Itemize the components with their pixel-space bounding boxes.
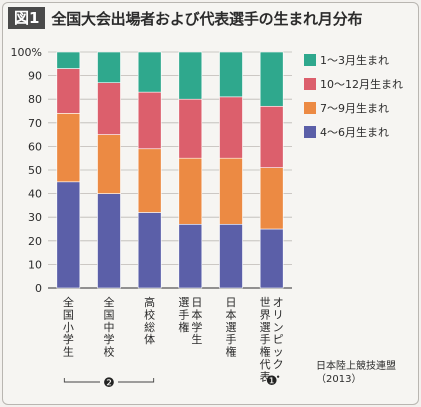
category-label-char: 手 — [178, 307, 189, 321]
bar-segment — [219, 51, 243, 98]
bar-segment — [178, 223, 203, 289]
legend-label: 10〜12月生まれ — [320, 78, 403, 91]
legend-label: 4〜6月生まれ — [320, 126, 389, 139]
category-label-char: 選 — [226, 321, 237, 334]
bar-segment — [56, 181, 81, 289]
bar-segment — [259, 51, 284, 107]
legend-swatch — [304, 126, 316, 138]
figure-header: 図1 全国大会出場者および代表選手の生まれ月分布 — [8, 6, 362, 30]
legend-label: 1〜3月生まれ — [320, 54, 389, 67]
bar-segment — [219, 223, 243, 289]
bar-segment — [56, 51, 81, 69]
group-marker: ❷ — [103, 376, 115, 391]
category-label-char: 体 — [144, 332, 155, 346]
legend-item: 1〜3月生まれ — [304, 48, 403, 72]
category-label-char: 中 — [104, 321, 115, 334]
category-label-char: 日 — [191, 296, 202, 309]
category-label-char: 校 — [144, 307, 155, 321]
category-label-char: 選 — [260, 321, 271, 334]
category-label-char: 校 — [104, 345, 115, 359]
bar-segment — [97, 193, 121, 289]
category-label-char: ピ — [273, 333, 284, 346]
bar-segment — [56, 113, 81, 183]
category-label-char: 小 — [63, 321, 74, 334]
bar-segment — [97, 51, 121, 83]
category-label-char: 表 — [260, 369, 271, 383]
category-label-char: ・ — [273, 370, 284, 383]
category-label-char: 高 — [144, 295, 155, 309]
y-tick-label: 10 — [28, 258, 42, 271]
category-label-char: 世 — [260, 296, 271, 309]
bracket-gap — [100, 375, 118, 389]
bar-segment — [259, 228, 284, 289]
bar-segment — [97, 134, 121, 194]
bar-segment — [137, 148, 162, 213]
y-tick-label: 20 — [28, 235, 42, 248]
y-tick-label: 70 — [28, 117, 42, 130]
chart-title: 全国大会出場者および代表選手の生まれ月分布 — [51, 9, 363, 28]
category-label-char: オ — [273, 296, 284, 309]
bar-segment — [259, 167, 284, 230]
bar-segment — [219, 157, 243, 225]
category-label-char: 生 — [63, 345, 74, 359]
source-org: 日本陸上競技連盟 — [316, 361, 396, 372]
category-label-char: 学 — [104, 332, 115, 346]
category-label-char: 総 — [144, 320, 155, 334]
y-tick-label: 60 — [28, 140, 42, 153]
category-label-char: 日 — [226, 296, 237, 309]
category-label-char: 代 — [260, 358, 271, 371]
source-year: （2013） — [316, 374, 362, 385]
category-label-char: 全 — [63, 295, 74, 309]
bar-segment — [259, 105, 284, 168]
category-label-char: 国 — [104, 308, 115, 321]
legend-item: 4〜6月生まれ — [304, 120, 403, 144]
bar-segment — [219, 96, 243, 159]
category-label-char: 手 — [226, 332, 237, 346]
category-label-char: 学 — [63, 332, 74, 346]
y-tick-label: 40 — [28, 188, 42, 201]
y-tick-label: 30 — [28, 211, 42, 224]
y-tick-label: 0 — [35, 282, 42, 295]
y-tick-label: 80 — [28, 93, 42, 106]
category-label-char: 全 — [104, 295, 115, 309]
category-label-char: 権 — [226, 345, 237, 359]
figure-number-badge: 図1 — [8, 7, 46, 29]
legend-swatch — [304, 102, 316, 114]
legend-swatch — [304, 54, 316, 66]
bar-segment — [137, 91, 162, 150]
legend-swatch — [304, 78, 316, 90]
category-label-char: ン — [273, 321, 284, 334]
group-marker: ❶ — [266, 374, 278, 389]
category-label-char: リ — [273, 308, 284, 321]
y-tick-label: 50 — [28, 164, 42, 177]
y-tick-label: 90 — [28, 70, 42, 83]
bar-segment — [137, 212, 162, 289]
category-label-char: 本 — [191, 307, 202, 321]
legend-item: 7〜9月生まれ — [304, 96, 403, 120]
bar-segment — [56, 68, 81, 114]
category-label-char: 学 — [191, 320, 202, 334]
category-label-char: 界 — [260, 308, 271, 321]
category-label-char: 本 — [226, 307, 237, 321]
bar-segment — [137, 51, 162, 93]
category-label-char: 国 — [63, 308, 74, 321]
bar-segment — [97, 82, 121, 135]
bar-segment — [178, 157, 203, 225]
category-label-char: ッ — [273, 346, 284, 359]
category-label-char: 権 — [260, 345, 271, 359]
bar-segment — [178, 51, 203, 100]
category-label-char: 選 — [178, 296, 189, 309]
source-note: 日本陸上競技連盟 （2013） — [316, 360, 396, 386]
legend-label: 7〜9月生まれ — [320, 102, 389, 115]
bar-segment — [178, 98, 203, 159]
category-label-char: 生 — [191, 332, 202, 346]
legend-item: 10〜12月生まれ — [304, 72, 403, 96]
chart-legend: 1〜3月生まれ 10〜12月生まれ 7〜9月生まれ 4〜6月生まれ — [304, 48, 403, 144]
category-label-char: ク — [273, 358, 284, 371]
category-label-char: 権 — [178, 320, 189, 334]
y-tick-label: 100% — [11, 46, 42, 59]
category-label-char: 手 — [260, 332, 271, 346]
